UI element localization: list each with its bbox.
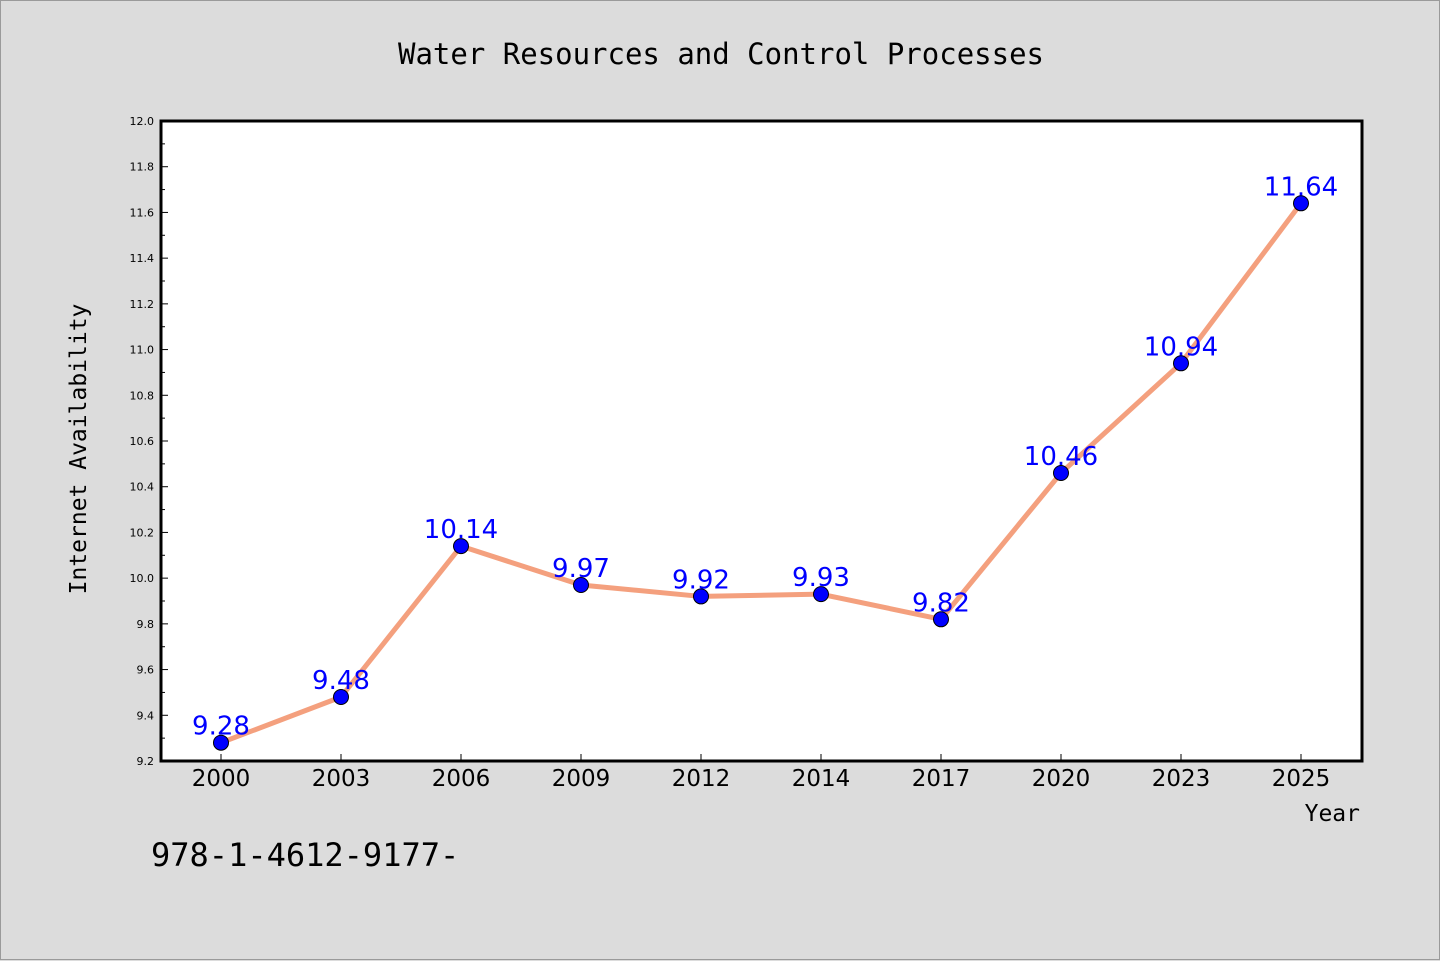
y-tick-label: 10.8 [130,389,155,402]
data-label: 9.93 [792,563,850,593]
chart-title: Water Resources and Control Processes [398,37,1044,71]
y-tick-label: 9.6 [137,664,155,677]
y-tick-label: 10.6 [130,435,155,448]
x-tick-label: 2020 [1032,766,1091,792]
y-tick-label: 11.8 [130,161,155,174]
y-tick-label: 12.0 [130,115,155,128]
x-tick-label: 2023 [1152,766,1211,792]
y-tick-label: 10.2 [130,526,155,539]
y-tick-label: 9.4 [137,709,155,722]
x-tick-label: 2025 [1272,766,1331,792]
data-label: 10.14 [424,515,498,545]
data-point [1053,465,1069,481]
data-point [933,611,949,628]
y-tick-label: 11.2 [130,298,155,311]
data-point [813,586,829,603]
y-tick-label: 11.4 [130,252,155,265]
data-point [213,734,229,751]
x-tick-label: 2003 [312,766,371,792]
x-tick-label: 2009 [552,766,611,792]
data-label: 9.82 [912,588,970,618]
data-label: 9.97 [552,554,610,584]
data-label: 10.46 [1024,442,1098,472]
data-label: 11.64 [1264,172,1338,202]
x-tick-label: 2012 [672,766,731,792]
series-layer: 9.28 9.48 10.14 9.97 9.92 9.93 9.82 10.46 10.94 1… [192,172,1338,751]
data-label: 9.28 [192,712,250,742]
data-point [333,689,349,705]
x-axis: 2000 2003 2006 2009 2012 2014 2017 2020 2023 2025 [192,754,1331,792]
plot-border [159,119,1364,763]
y-tick-label: 9.8 [137,618,155,631]
data-point [693,588,709,605]
x-tick-label: 2000 [192,766,251,792]
x-axis-title: Year [1305,801,1360,827]
data-point [453,538,469,555]
x-tick-label: 2017 [912,766,971,792]
isbn-footer: 978-1-4612-9177- [151,836,459,874]
y-tick-label: 11.0 [130,344,155,357]
y-tick-label: 11.6 [130,206,155,219]
y-tick-label: 10.4 [130,481,155,494]
x-tick-label: 2014 [792,766,851,792]
y-tick-label: 9.2 [137,755,155,768]
y-axis-title: Internet Availability [66,304,92,595]
data-label: 9.48 [312,666,370,696]
data-label: 10.94 [1144,332,1218,362]
y-tick-label: 10.0 [130,572,155,585]
series-line [218,200,1304,746]
y-axis: 9.2 9.4 9.6 9.8 10.0 10.2 10.4 10.6 10.8 11.0 11.2… [130,115,168,768]
data-point [1173,355,1189,372]
data-point [1293,195,1309,212]
data-point [573,577,589,593]
x-tick-label: 2006 [432,766,491,792]
plot-area [161,121,1362,761]
data-label: 9.92 [672,565,730,595]
